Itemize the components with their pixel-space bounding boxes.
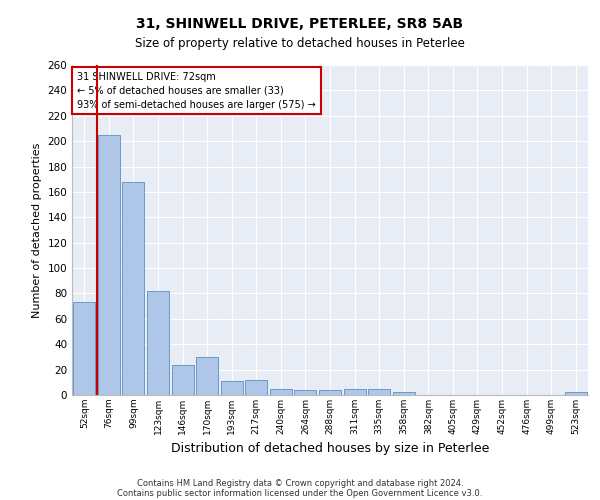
- Bar: [319, 390, 341, 395]
- Bar: [295, 390, 316, 395]
- Y-axis label: Number of detached properties: Number of detached properties: [32, 142, 42, 318]
- Bar: [73, 302, 95, 395]
- Bar: [368, 388, 390, 395]
- Text: Contains HM Land Registry data © Crown copyright and database right 2024.: Contains HM Land Registry data © Crown c…: [137, 478, 463, 488]
- Bar: [245, 380, 268, 395]
- Text: 31 SHINWELL DRIVE: 72sqm
← 5% of detached houses are smaller (33)
93% of semi-de: 31 SHINWELL DRIVE: 72sqm ← 5% of detache…: [77, 72, 316, 110]
- Bar: [98, 135, 120, 395]
- Bar: [147, 291, 169, 395]
- Text: 31, SHINWELL DRIVE, PETERLEE, SR8 5AB: 31, SHINWELL DRIVE, PETERLEE, SR8 5AB: [136, 18, 464, 32]
- Bar: [565, 392, 587, 395]
- Bar: [122, 182, 145, 395]
- X-axis label: Distribution of detached houses by size in Peterlee: Distribution of detached houses by size …: [171, 442, 489, 456]
- Bar: [344, 388, 365, 395]
- Bar: [392, 392, 415, 395]
- Bar: [270, 388, 292, 395]
- Text: Size of property relative to detached houses in Peterlee: Size of property relative to detached ho…: [135, 38, 465, 51]
- Bar: [172, 364, 194, 395]
- Bar: [221, 381, 243, 395]
- Bar: [196, 357, 218, 395]
- Text: Contains public sector information licensed under the Open Government Licence v3: Contains public sector information licen…: [118, 488, 482, 498]
